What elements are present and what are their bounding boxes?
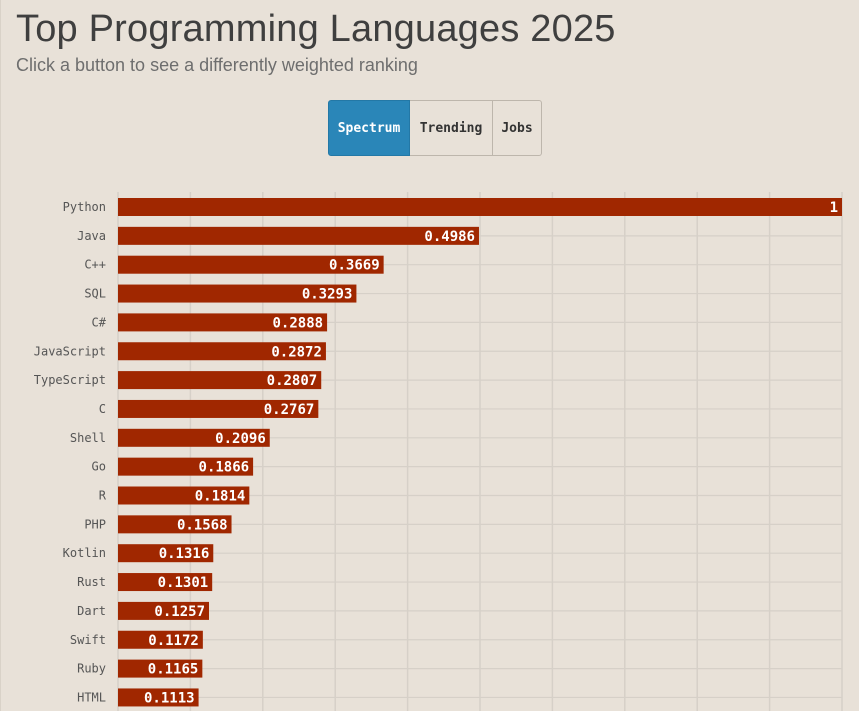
bar-r[interactable] <box>118 486 250 505</box>
bar-typescript[interactable] <box>118 371 322 390</box>
bar-php[interactable] <box>118 515 232 534</box>
bar-c-[interactable] <box>118 313 328 332</box>
bar-rust[interactable] <box>118 573 213 592</box>
bar-ruby[interactable] <box>118 659 203 678</box>
bar-go[interactable] <box>118 457 254 476</box>
category-label: Java <box>77 229 106 243</box>
value-label: 0.2888 <box>273 315 324 331</box>
bar-c[interactable] <box>118 399 319 418</box>
ranking-bar-chart: Python 1 Java 0.4986 C++ 0.3669 SQL 0.3293 C# 0.2… <box>34 192 843 711</box>
trending-button[interactable]: Trending <box>410 100 493 156</box>
page-subtitle: Click a button to see a differently weig… <box>16 55 418 75</box>
value-label: 0.1257 <box>154 604 205 620</box>
value-label: 0.4986 <box>424 229 475 245</box>
value-label: 0.1113 <box>144 690 195 706</box>
category-label: JavaScript <box>34 344 106 358</box>
bar-sql[interactable] <box>118 284 357 303</box>
spectrum-button[interactable]: Spectrum <box>328 100 410 156</box>
bar-dart[interactable] <box>118 601 210 620</box>
category-label: SQL <box>84 287 106 301</box>
bar-python[interactable] <box>118 198 842 216</box>
bar-javascript[interactable] <box>118 342 326 361</box>
page-title: Top Programming Languages 2025 <box>16 8 616 50</box>
value-label: 0.1316 <box>159 546 210 562</box>
category-label: C <box>99 402 106 416</box>
bar-java[interactable] <box>118 226 479 245</box>
value-label: 0.1165 <box>148 662 199 678</box>
category-label: R <box>99 489 107 503</box>
value-label: 0.1172 <box>148 633 199 649</box>
category-label: Shell <box>70 431 106 445</box>
bar-html[interactable] <box>118 688 199 707</box>
bar-c-[interactable] <box>118 255 384 274</box>
bar-swift[interactable] <box>118 630 203 649</box>
category-label: HTML <box>77 690 106 704</box>
value-label: 0.1301 <box>158 575 209 591</box>
value-label: 0.2807 <box>267 373 318 389</box>
value-label: 0.2872 <box>271 344 322 360</box>
category-label: C++ <box>84 258 106 272</box>
value-label: 0.2096 <box>215 431 266 447</box>
category-label: Swift <box>70 633 106 647</box>
category-label: PHP <box>84 517 106 531</box>
category-label: Dart <box>77 604 106 618</box>
bar-shell[interactable] <box>118 428 270 447</box>
bar-kotlin[interactable] <box>118 544 214 563</box>
category-label: Go <box>92 460 106 474</box>
ranking-toggle-group: Spectrum Trending Jobs <box>328 100 542 156</box>
category-label: TypeScript <box>34 373 106 387</box>
category-label: Python <box>63 200 106 214</box>
value-label: 0.2767 <box>264 402 315 418</box>
value-label: 0.1814 <box>195 489 246 505</box>
value-label: 0.3669 <box>329 258 380 274</box>
category-label: Ruby <box>77 662 106 676</box>
category-label: Kotlin <box>63 546 106 560</box>
value-label: 0.3293 <box>302 287 353 303</box>
value-label: 0.1866 <box>199 460 250 476</box>
value-label: 1 <box>830 200 838 216</box>
category-label: Rust <box>77 575 106 589</box>
category-label: C# <box>92 315 107 329</box>
jobs-button[interactable]: Jobs <box>493 100 542 156</box>
value-label: 0.1568 <box>177 517 228 533</box>
